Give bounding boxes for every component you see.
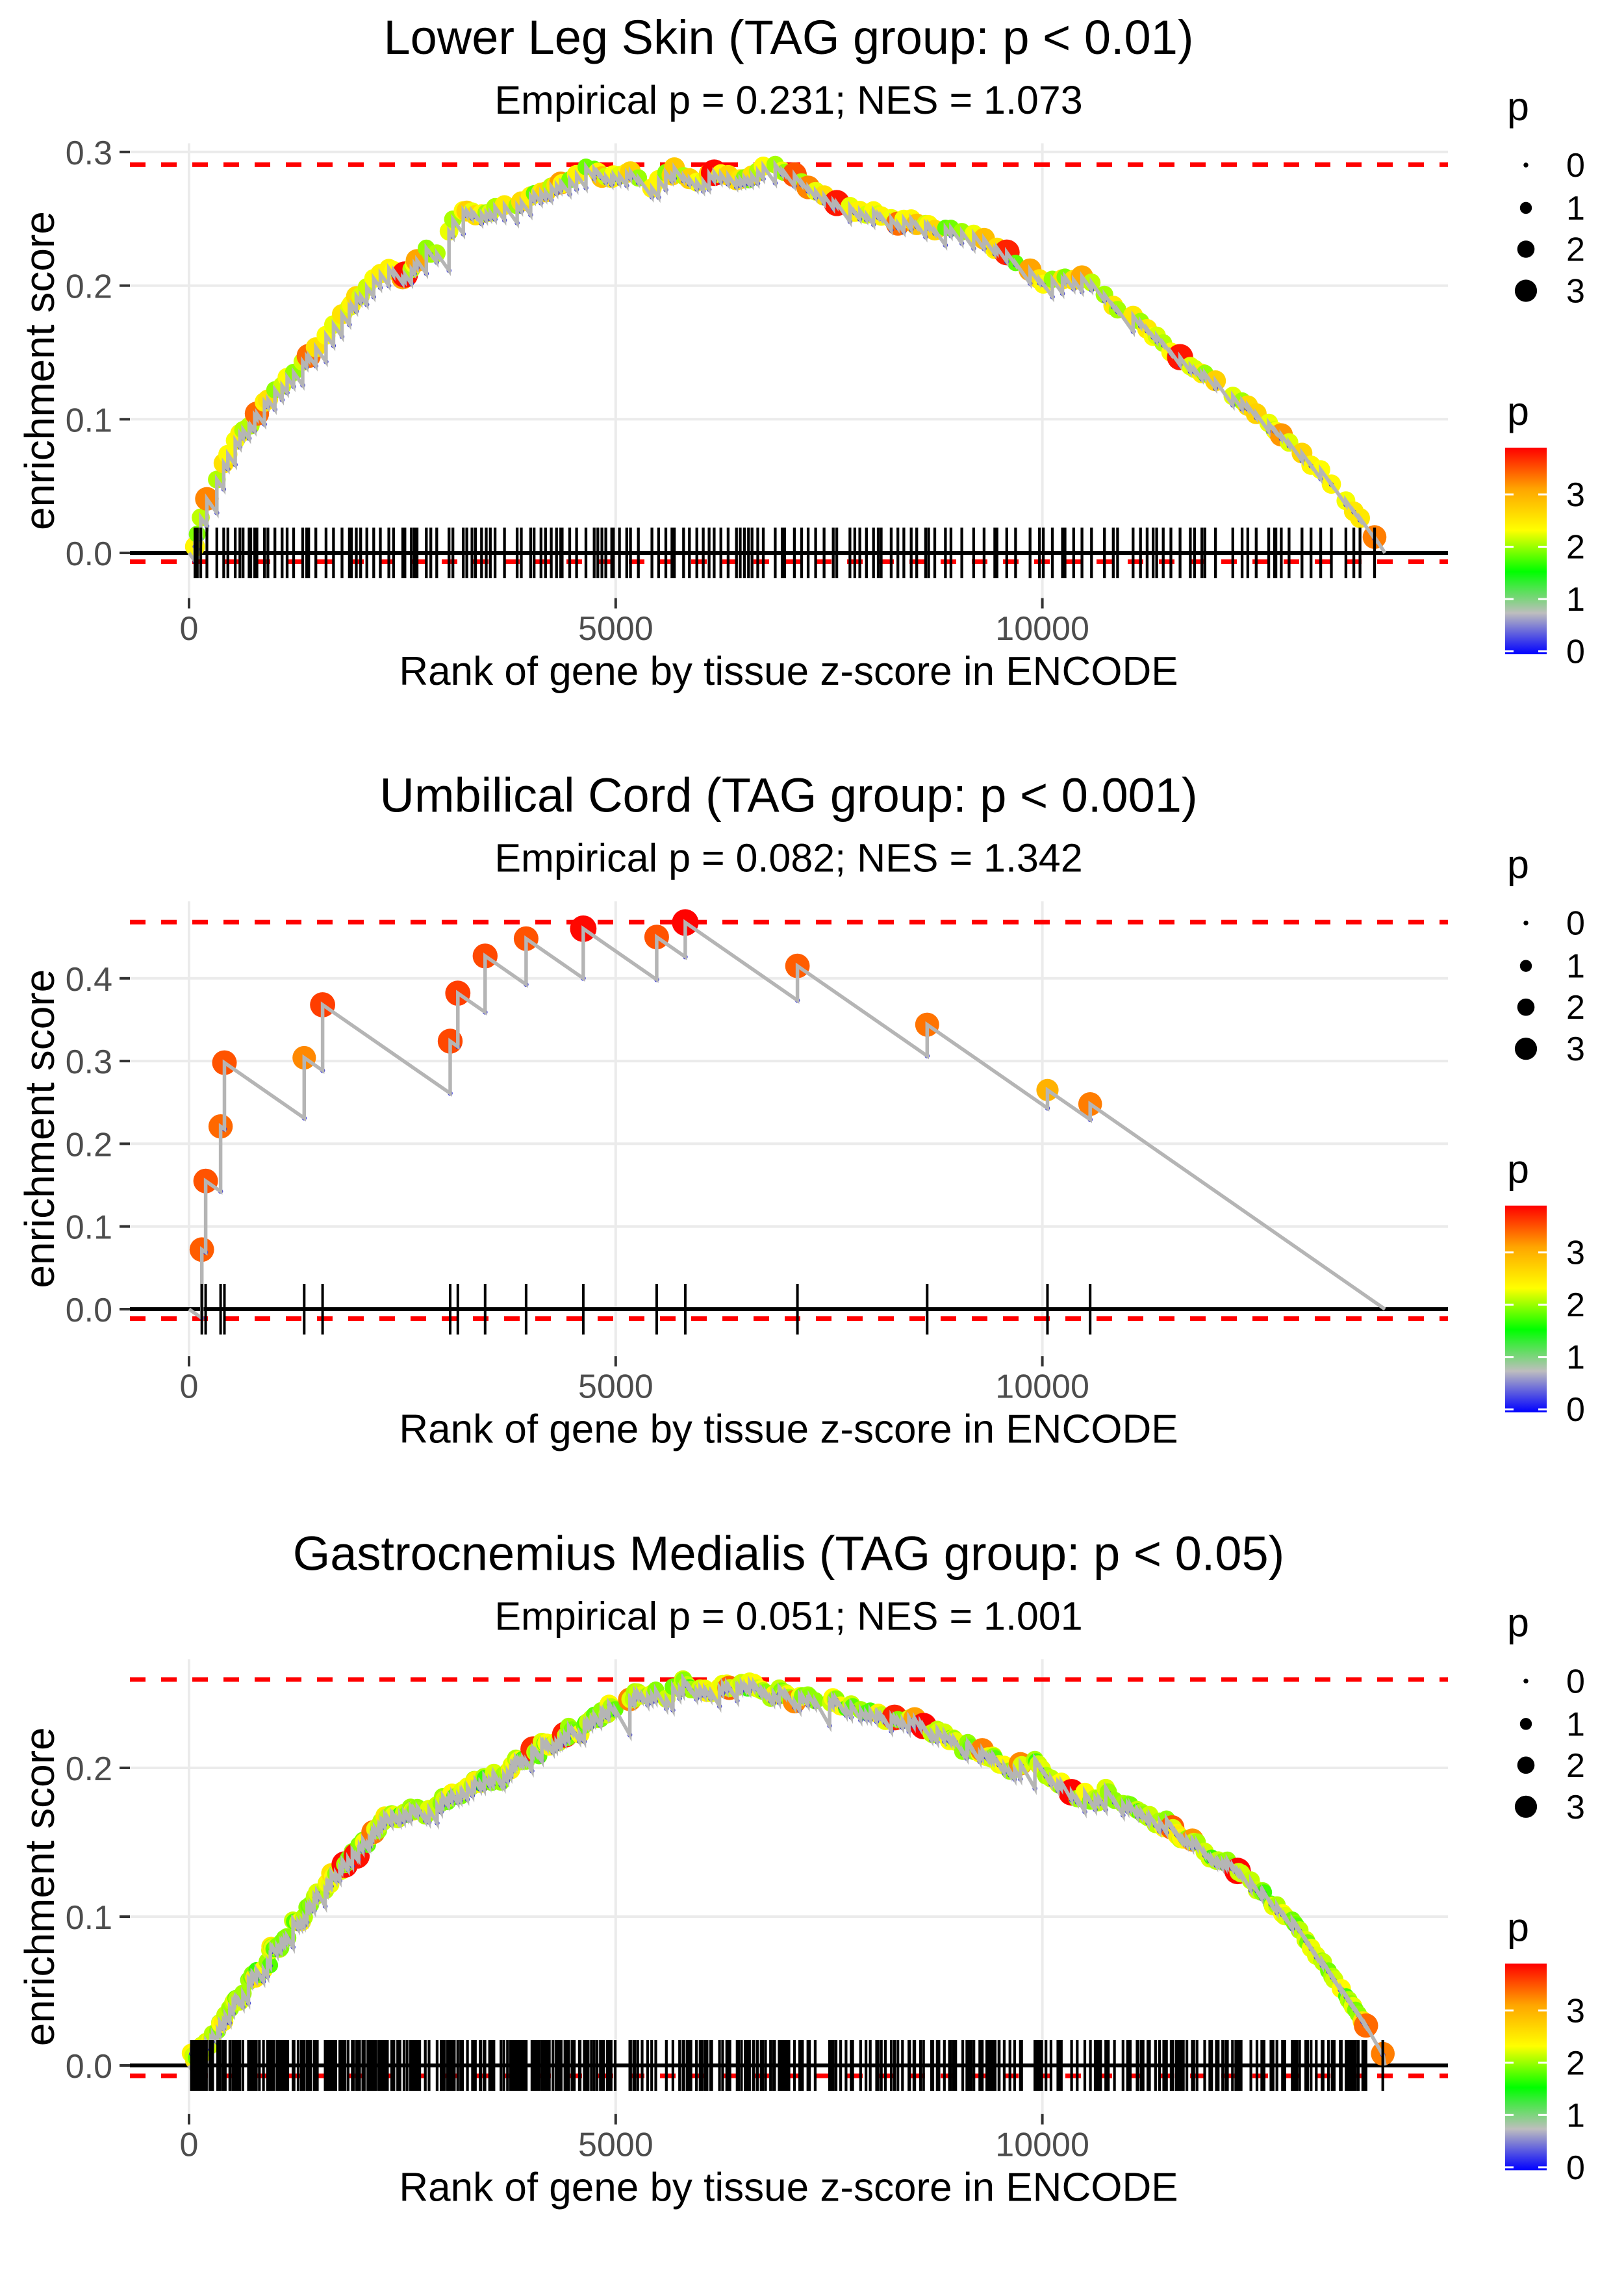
svg-text:0.0: 0.0	[66, 535, 112, 573]
svg-text:Gastrocnemius Medialis (TAG gr: Gastrocnemius Medialis (TAG group: p < 0…	[293, 1526, 1285, 1580]
svg-text:1: 1	[1566, 190, 1585, 227]
svg-text:p: p	[1507, 1905, 1529, 1949]
svg-text:Empirical p = 0.051; NES = 1.0: Empirical p = 0.051; NES = 1.001	[494, 1594, 1082, 1638]
svg-text:0: 0	[1566, 633, 1585, 671]
svg-text:0: 0	[180, 1368, 199, 1406]
svg-text:0: 0	[1566, 147, 1585, 185]
svg-text:0: 0	[180, 610, 199, 648]
svg-text:2: 2	[1566, 1747, 1585, 1785]
svg-text:enrichment score: enrichment score	[16, 211, 63, 530]
svg-text:0: 0	[1566, 2149, 1585, 2187]
svg-text:0: 0	[1566, 905, 1585, 943]
svg-text:10000: 10000	[995, 2126, 1089, 2164]
svg-text:enrichment score: enrichment score	[16, 1727, 63, 2046]
svg-text:3: 3	[1566, 273, 1585, 311]
svg-text:0: 0	[1566, 1391, 1585, 1429]
svg-text:Umbilical Cord (TAG group: p <: Umbilical Cord (TAG group: p < 0.001)	[379, 769, 1197, 823]
svg-text:p: p	[1507, 1147, 1529, 1192]
svg-text:2: 2	[1566, 1286, 1585, 1324]
svg-text:0.2: 0.2	[66, 1750, 112, 1788]
svg-text:1: 1	[1566, 1339, 1585, 1377]
svg-text:p: p	[1507, 1600, 1529, 1644]
svg-text:2: 2	[1566, 231, 1585, 269]
svg-text:10000: 10000	[995, 610, 1089, 648]
svg-text:Empirical p = 0.231; NES = 1.0: Empirical p = 0.231; NES = 1.073	[494, 78, 1082, 122]
svg-text:enrichment score: enrichment score	[16, 969, 63, 1288]
svg-text:0.1: 0.1	[66, 1899, 112, 1937]
svg-text:0.2: 0.2	[66, 1126, 112, 1164]
svg-text:5000: 5000	[578, 1368, 653, 1406]
svg-text:3: 3	[1566, 1992, 1585, 2030]
svg-text:1: 1	[1566, 1706, 1585, 1743]
svg-text:p: p	[1507, 389, 1529, 433]
svg-text:1: 1	[1566, 948, 1585, 986]
svg-text:0.0: 0.0	[66, 2048, 112, 2086]
svg-text:0: 0	[180, 2126, 199, 2164]
svg-text:2: 2	[1566, 529, 1585, 567]
svg-text:2: 2	[1566, 989, 1585, 1027]
svg-text:0: 0	[1566, 1663, 1585, 1700]
svg-text:0.2: 0.2	[66, 268, 112, 306]
svg-text:10000: 10000	[995, 1368, 1089, 1406]
svg-text:0.3: 0.3	[66, 1043, 112, 1081]
svg-text:p: p	[1507, 84, 1529, 129]
svg-text:p: p	[1507, 843, 1529, 887]
svg-text:Empirical p = 0.082; NES = 1.3: Empirical p = 0.082; NES = 1.342	[494, 836, 1082, 880]
svg-text:0.3: 0.3	[66, 134, 112, 172]
svg-text:1: 1	[1566, 2097, 1585, 2134]
svg-text:3: 3	[1566, 1789, 1585, 1826]
svg-text:0.4: 0.4	[66, 961, 112, 999]
svg-text:5000: 5000	[578, 2126, 653, 2164]
svg-text:Rank of gene by tissue z-score: Rank of gene by tissue z-score in ENCODE	[399, 1407, 1178, 1452]
svg-text:3: 3	[1566, 476, 1585, 514]
svg-text:Lower Leg Skin (TAG group: p <: Lower Leg Skin (TAG group: p < 0.01)	[383, 10, 1193, 64]
svg-text:3: 3	[1566, 1030, 1585, 1068]
svg-text:3: 3	[1566, 1234, 1585, 1272]
svg-text:1: 1	[1566, 581, 1585, 619]
svg-text:0.1: 0.1	[66, 402, 112, 439]
svg-text:Rank of gene by tissue z-score: Rank of gene by tissue z-score in ENCODE	[399, 2165, 1178, 2210]
svg-text:0.0: 0.0	[66, 1292, 112, 1329]
svg-text:5000: 5000	[578, 610, 653, 648]
svg-text:0.1: 0.1	[66, 1209, 112, 1247]
svg-text:2: 2	[1566, 2045, 1585, 2082]
svg-text:Rank of gene by tissue z-score: Rank of gene by tissue z-score in ENCODE	[399, 649, 1178, 694]
